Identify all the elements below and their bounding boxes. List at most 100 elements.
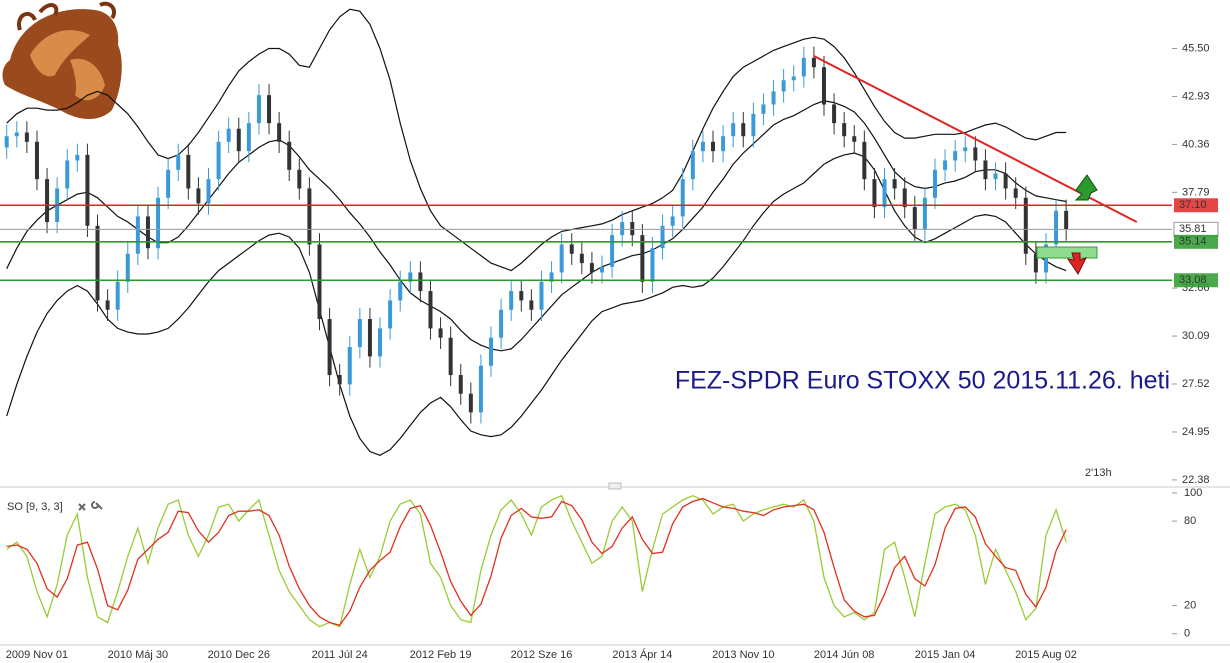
candle-body	[519, 291, 524, 301]
candle-body	[821, 67, 826, 105]
y-tick-label: 27.52	[1182, 378, 1210, 390]
candle-body	[852, 136, 857, 142]
candle-body	[640, 235, 645, 282]
logo	[2, 1, 122, 120]
bollinger-band	[6, 100, 1067, 352]
candle-body	[378, 328, 383, 357]
candle-body	[761, 104, 766, 114]
y-tick-label: 22.38	[1182, 474, 1210, 486]
candle-body	[842, 123, 847, 137]
candle-body	[65, 160, 70, 189]
candle-body	[680, 179, 685, 217]
y-tick-label: 42.93	[1182, 90, 1210, 102]
candle-body	[872, 179, 877, 208]
candle-body	[287, 141, 292, 170]
candle-body	[963, 147, 968, 152]
candle-body	[1064, 210, 1069, 230]
candle-body	[882, 179, 887, 208]
candle-body	[711, 141, 715, 152]
y-tick-label: 24.95	[1182, 426, 1210, 438]
x-tick-label: 2013 Ápr 14	[612, 648, 672, 661]
oscillator-title: SO [9, 3, 3]	[7, 501, 63, 513]
down-arrow	[1066, 252, 1087, 275]
price-level-tag	[1174, 273, 1218, 288]
oscillator-tools[interactable]	[78, 501, 103, 511]
x-tick-label: 2013 Nov 10	[712, 649, 774, 661]
candle-body	[660, 225, 665, 249]
candle-body	[781, 80, 786, 92]
candle-body	[226, 128, 231, 142]
y-tick-label: 30.09	[1182, 330, 1210, 342]
candle-body	[327, 319, 332, 376]
candle-body	[347, 347, 352, 385]
candle-body	[620, 222, 625, 236]
candle-body	[1033, 253, 1038, 273]
candle-body	[246, 123, 251, 152]
x-tick-label: 2010 Dec 26	[208, 649, 270, 661]
candle-body	[145, 216, 150, 249]
candle-body	[277, 123, 282, 142]
candle-body	[1013, 188, 1018, 198]
candle-body	[922, 197, 927, 230]
signals	[1036, 174, 1098, 275]
candle-body	[115, 281, 120, 310]
candle-body	[337, 375, 342, 385]
candle-body	[1003, 173, 1008, 189]
candle-body	[398, 281, 403, 301]
oscillator-line	[6, 497, 1067, 627]
candle-body	[256, 95, 261, 124]
candle-body	[14, 132, 19, 137]
candle-body	[751, 113, 756, 137]
candle-body	[95, 225, 100, 301]
candle-body	[610, 235, 615, 267]
x-tick-label: 2010 Máj 30	[108, 649, 169, 661]
candle-body	[932, 169, 937, 198]
x-tick-label: 2011 Júl 24	[312, 649, 368, 661]
y-tick-label: 100	[1184, 487, 1202, 499]
candle-body	[317, 244, 322, 320]
x-tick-label: 2015 Aug 02	[1015, 649, 1077, 661]
candle-body	[509, 291, 514, 310]
candle-body	[438, 328, 443, 338]
candle-body	[206, 179, 211, 204]
candle-body	[953, 151, 958, 161]
y-tick-label: 40.36	[1182, 138, 1210, 150]
candle-body	[579, 253, 584, 264]
x-tick-label: 2012 Sze 16	[511, 649, 573, 661]
candle-body	[489, 337, 494, 366]
y-tick-label: 45.50	[1182, 42, 1210, 54]
candle-body	[367, 319, 372, 357]
candle-body	[85, 154, 90, 226]
annotation: FEZ-SPDR Euro STOXX 50 2015.11.26. heti	[675, 367, 1170, 395]
candle-body	[943, 160, 948, 170]
candle-body	[862, 141, 867, 180]
candle-body	[902, 188, 907, 208]
candle-body	[418, 272, 423, 292]
candle-body	[186, 154, 191, 189]
candle-body	[357, 319, 362, 348]
pane-resize-handle[interactable]	[608, 482, 622, 490]
candle-body	[559, 244, 564, 273]
candle-body	[428, 291, 433, 329]
candle-body	[832, 104, 837, 124]
price-level-tag	[1174, 234, 1218, 249]
price-level-label: 35.14	[1179, 236, 1207, 248]
candle-body	[983, 160, 988, 180]
candle-body	[700, 141, 705, 152]
candle-body	[731, 123, 736, 137]
y-tick-label: 37.79	[1182, 186, 1210, 198]
candle-body	[307, 188, 312, 245]
candle-body	[196, 188, 201, 204]
x-tick-label: 2014 Jún 08	[814, 649, 875, 661]
candle-body	[468, 393, 473, 413]
candle-body	[771, 91, 776, 105]
candle-body	[801, 57, 806, 77]
candle-body	[105, 300, 110, 310]
candle-body	[156, 197, 161, 249]
candle-body	[176, 154, 181, 170]
price-level-label: 35.81	[1179, 223, 1207, 235]
candle-body	[539, 281, 544, 310]
candle-body	[125, 253, 130, 282]
candle-body	[973, 147, 978, 161]
